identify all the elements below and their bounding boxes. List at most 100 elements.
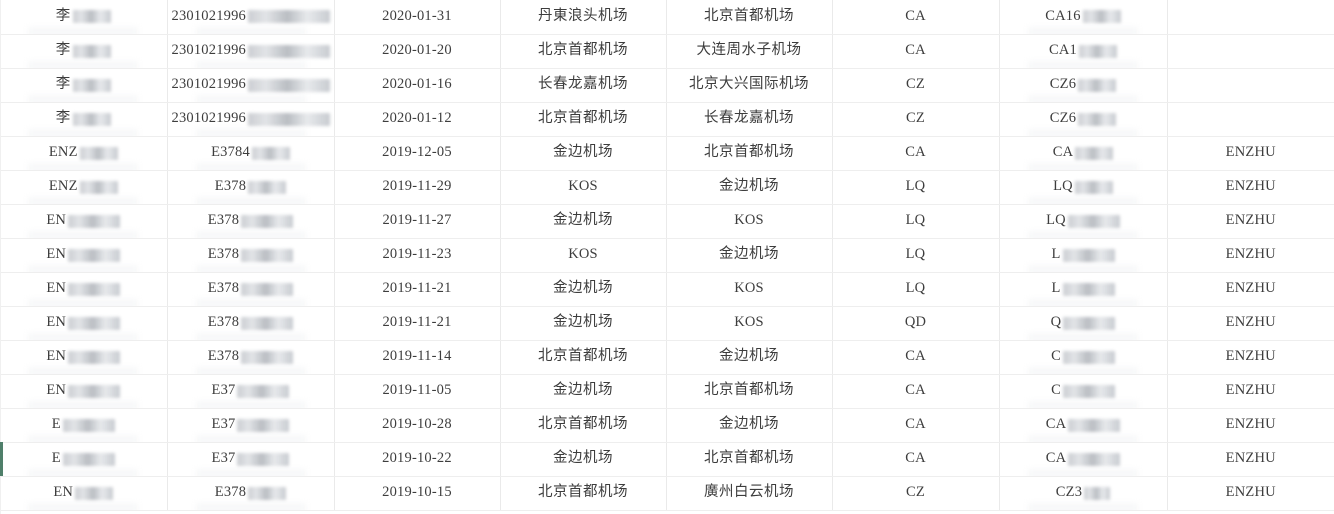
cell-arrival-airport-content: KOS <box>734 314 764 331</box>
cell-flight-number-smear <box>1028 26 1138 33</box>
cell-flight-number-redaction-mask <box>1062 248 1115 262</box>
cell-flight-number-redaction-mask <box>1062 384 1115 398</box>
cell-passenger-name-text: EN <box>46 246 67 263</box>
cell-arrival-airport-content: 廣州白云机场 <box>704 484 794 501</box>
table-row[interactable]: EN E37 2019-11-05 金边机场 北京首都机场 CA C ENZHU <box>0 374 1334 409</box>
cell-departure-airport-content: 金边机场 <box>553 212 613 229</box>
table-row[interactable]: EN E378 2019-11-21 金边机场 KOS QD Q ENZHU <box>0 306 1334 341</box>
cell-arrival-airport: 金边机场 <box>666 340 833 375</box>
cell-passenger-name-content: EN <box>46 382 121 399</box>
cell-passenger-name: 李 <box>0 34 168 69</box>
cell-arrival-airport-text: 长春龙嘉机场 <box>704 110 794 127</box>
cell-flight-number-content: CA <box>1046 416 1121 433</box>
cell-airline-code-text: LQ <box>905 246 926 263</box>
cell-id-number-smear <box>195 366 306 373</box>
table-row[interactable]: EN E378 2019-11-23 KOS 金边机场 LQ L ENZHU <box>0 238 1334 273</box>
cell-arrival-airport-content: 北京首都机场 <box>704 144 794 161</box>
cell-id-number: 2301021996 <box>167 102 335 137</box>
cell-flight-number-smear <box>1028 332 1138 339</box>
table-row[interactable]: EN E378 2019-11-21 金边机场 KOS LQ L ENZHU <box>0 272 1334 307</box>
table-row[interactable]: ENZ E3784 2019-12-05 金边机场 北京首都机场 CA CA ENZHU <box>0 136 1334 171</box>
cell-id-number-smear <box>195 298 306 305</box>
cell-flight-number-redaction-mask <box>1078 78 1117 92</box>
cell-flight-date: 2019-11-29 <box>334 170 501 205</box>
table-row[interactable]: 李 2301021996 2020-01-20 北京首都机场 大连周水子机场 CA CA1 <box>0 34 1334 69</box>
cell-passenger-name-content: 李 <box>56 76 111 93</box>
cell-id-number: E378 <box>167 272 335 307</box>
cell-departure-airport-text: 金边机场 <box>553 280 613 297</box>
cell-flight-number-smear <box>1028 400 1138 407</box>
cell-passenger-name: 李 <box>0 68 168 103</box>
cell-arrival-airport-text: 金边机场 <box>719 178 779 195</box>
cell-passenger-name-content: EN <box>46 314 121 331</box>
cell-flight-number-smear <box>1028 196 1138 203</box>
cell-flight-number-text: C <box>1051 348 1061 365</box>
table-row[interactable]: 李 2301021996 2020-01-16 长春龙嘉机场 北京大兴国际机场 CZ CZ6 <box>0 68 1334 103</box>
table-row[interactable]: 李 2301021996 2020-01-12 北京首都机场 长春龙嘉机场 CZ CZ6 <box>0 102 1334 137</box>
cell-airline-code-text: LQ <box>905 280 926 297</box>
cell-arrival-airport-text: 北京首都机场 <box>704 7 794 24</box>
cell-flight-number-content: CZ3 <box>1056 484 1111 501</box>
cell-flight-date-content: 2020-01-31 <box>382 8 452 25</box>
cell-passenger-name-text: ENZ <box>48 178 78 195</box>
cell-passenger-name-redaction-mask <box>62 418 115 432</box>
cell-flight-date-content: 2019-11-29 <box>382 178 451 195</box>
cell-operator-code: ENZHU <box>1167 238 1334 273</box>
cell-departure-airport-content: 金边机场 <box>553 314 613 331</box>
cell-passenger-name-smear <box>28 230 139 237</box>
table-row[interactable]: EN E378 2019-11-27 金边机场 KOS LQ LQ ENZHU <box>0 204 1334 239</box>
cell-airline-code-content: CA <box>905 144 926 161</box>
cell-flight-number-content: CA1 <box>1049 42 1117 59</box>
cell-operator-code: ENZHU <box>1167 408 1334 443</box>
cell-arrival-airport: 金边机场 <box>666 238 833 273</box>
cell-airline-code: CZ <box>832 68 1000 103</box>
table-row[interactable]: E E37 2019-10-28 北京首都机场 金边机场 CA CA ENZHU <box>0 408 1334 443</box>
cell-flight-number-redaction-mask <box>1068 418 1121 432</box>
cell-passenger-name-smear <box>28 400 139 407</box>
selected-row-accent-bar <box>0 442 3 476</box>
cell-flight-number-content: CA16 <box>1045 8 1121 25</box>
cell-id-number-content: 2301021996 <box>172 76 330 93</box>
table-row[interactable]: EN E378 2019-11-14 北京首都机场 金边机场 CA C ENZHU <box>0 340 1334 375</box>
cell-flight-number-smear <box>1028 502 1138 509</box>
cell-flight-date-text: 2019-10-28 <box>382 416 452 433</box>
cell-id-number: E378 <box>167 204 335 239</box>
cell-passenger-name-smear <box>28 26 139 33</box>
cell-id-number-content: E378 <box>208 280 294 297</box>
cell-flight-number-content: CZ6 <box>1050 76 1117 93</box>
table-row[interactable]: E E37 2019-10-22 金边机场 北京首都机场 CA CA ENZHU <box>0 442 1334 477</box>
cell-departure-airport: 北京首都机场 <box>500 408 667 443</box>
cell-flight-date: 2019-10-22 <box>334 442 501 477</box>
cell-id-number-redaction-mask <box>237 418 290 432</box>
cell-id-number-text: E37 <box>211 416 236 433</box>
cell-airline-code-content: LQ <box>905 280 926 297</box>
cell-arrival-airport: KOS <box>666 204 833 239</box>
cell-id-number-text: E378 <box>214 484 247 501</box>
cell-passenger-name-smear <box>28 128 139 135</box>
cell-arrival-airport-text: 北京大兴国际机场 <box>689 76 809 93</box>
cell-arrival-airport-content: 北京大兴国际机场 <box>689 76 809 93</box>
cell-id-number: E3784 <box>167 136 335 171</box>
cell-flight-date: 2019-11-05 <box>334 374 501 409</box>
cell-passenger-name-text: 李 <box>55 42 71 59</box>
table-row[interactable]: EN E378 2019-10-15 北京首都机场 廣州白云机场 CZ CZ3 ENZHU <box>0 476 1334 511</box>
cell-flight-number: Q <box>999 306 1168 341</box>
cell-passenger-name-text: ENZ <box>48 144 78 161</box>
cell-id-number-text: 2301021996 <box>171 7 246 24</box>
cell-arrival-airport-text: 金边机场 <box>719 348 779 365</box>
cell-flight-date-text: 2019-11-21 <box>382 314 452 331</box>
cell-airline-code-text: CA <box>905 144 926 161</box>
table-row[interactable]: 李 2301021996 2020-01-31 丹東浪头机场 北京首都机场 CA CA16 <box>0 0 1334 35</box>
cell-id-number-smear <box>195 162 306 169</box>
cell-flight-date-text: 2019-11-23 <box>382 246 452 263</box>
cell-arrival-airport-content: KOS <box>734 280 764 297</box>
cell-id-number-content: E3784 <box>211 144 290 161</box>
cell-id-number-redaction-mask <box>241 282 294 296</box>
cell-id-number-text: E378 <box>207 348 240 365</box>
cell-passenger-name-text: 李 <box>55 7 71 24</box>
cell-flight-date-content: 2019-11-14 <box>382 348 451 365</box>
cell-passenger-name-redaction-mask <box>79 180 118 194</box>
cell-departure-airport-text: 北京首都机场 <box>538 42 628 59</box>
table-row[interactable]: ENZ E378 2019-11-29 KOS 金边机场 LQ LQ ENZHU <box>0 170 1334 205</box>
